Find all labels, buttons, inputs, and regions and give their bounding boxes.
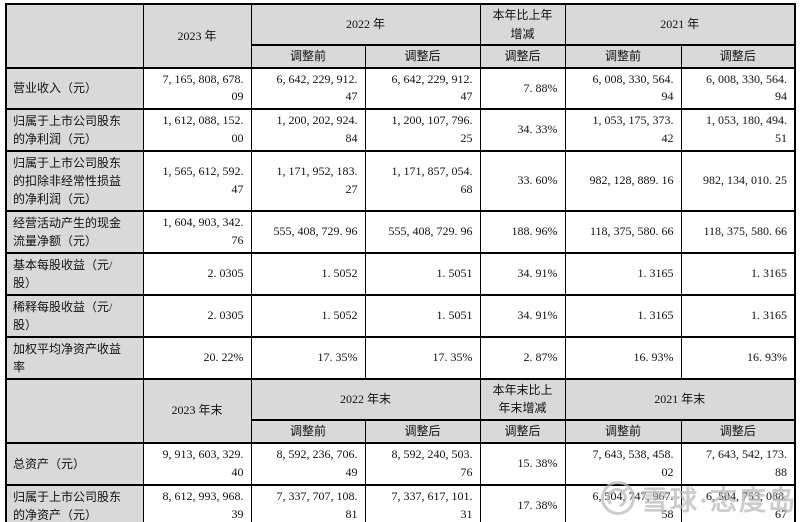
- operating-cash-flow-2022-post: 555, 408, 729. 96: [364, 209, 481, 254]
- basic-eps-2021-post: 1. 3165: [680, 251, 796, 296]
- diluted-eps-2021-post: 1. 3165: [680, 293, 796, 338]
- table-row: 归属于上市公司股东 的扣除非经常性损益 的净利润（元） 1, 565, 612,…: [5, 149, 796, 212]
- revenue-2022-pre: 6, 642, 229, 912. 47: [250, 66, 366, 110]
- col-header-2023-end: 2023 年末: [142, 377, 252, 444]
- deducted-net-profit-2021-pre: 982, 128, 889. 16: [564, 149, 682, 212]
- weighted-roe-2021-pre: 16. 93%: [564, 335, 682, 380]
- subheader-2022-post: 调整后: [364, 44, 481, 69]
- row-label-weighted-roe: 加权平均净资产收益 率: [5, 335, 144, 380]
- net-assets-2023: 8, 612, 993, 968. 39: [142, 483, 252, 522]
- diluted-eps-2021-pre: 1. 3165: [564, 293, 682, 338]
- table-row: 基本每股收益（元/ 股） 2. 0305 1. 5052 1. 5051 34.…: [5, 251, 796, 296]
- col-header-2021-end: 2021 年末: [564, 377, 796, 421]
- total-assets-2021-pre: 7, 643, 538, 458. 02: [564, 441, 682, 486]
- subheader-2022-end-post: 调整后: [364, 418, 481, 444]
- corner-cell: [5, 377, 144, 444]
- row-label-total-assets: 总资产（元）: [5, 441, 144, 486]
- row-label-diluted-eps: 稀释每股收益（元/ 股）: [5, 293, 144, 338]
- weighted-roe-2022-pre: 17. 35%: [250, 335, 366, 380]
- row-label-deducted-net-profit: 归属于上市公司股东 的扣除非经常性损益 的净利润（元）: [5, 149, 144, 212]
- row-label-operating-cash-flow: 经营活动产生的现金 流量净额（元）: [5, 209, 144, 254]
- net-assets-2021-pre: 6, 504, 747, 967. 58: [564, 483, 682, 522]
- revenue-2021-post: 6, 008, 330, 564. 94: [680, 66, 796, 110]
- col-header-yoy-change: 本年比上年 增减: [479, 2, 566, 47]
- col-header-2023: 2023 年: [142, 3, 252, 69]
- basic-eps-change: 34. 91%: [479, 251, 566, 296]
- operating-cash-flow-2021-pre: 118, 375, 580. 66: [564, 209, 682, 254]
- diluted-eps-2022-pre: 1. 5052: [250, 293, 366, 338]
- net-assets-2022-post: 7, 337, 617, 101. 31: [364, 483, 481, 522]
- net-profit-2022-pre: 1, 200, 202, 924. 84: [250, 107, 366, 152]
- net-profit-2021-pre: 1, 053, 175, 373. 42: [564, 107, 682, 152]
- corner-cell: [5, 3, 144, 69]
- basic-eps-2022-post: 1. 5051: [364, 251, 481, 296]
- weighted-roe-2023: 20. 22%: [142, 335, 252, 380]
- deducted-net-profit-2022-pre: 1, 171, 952, 183. 27: [250, 149, 366, 212]
- total-assets-2021-post: 7, 643, 542, 173. 88: [680, 441, 796, 486]
- table-row: 稀释每股收益（元/ 股） 2. 0305 1. 5052 1. 5051 34.…: [5, 293, 796, 338]
- net-profit-2022-post: 1, 200, 107, 796. 25: [364, 107, 481, 152]
- col-header-2022: 2022 年: [250, 2, 481, 47]
- revenue-2022-post: 6, 642, 229, 912. 47: [364, 66, 481, 110]
- weighted-roe-2022-post: 17. 35%: [364, 335, 481, 380]
- diluted-eps-2022-post: 1. 5051: [364, 293, 481, 338]
- row-label-net-assets: 归属于上市公司股东 的净资产（元）: [5, 483, 144, 522]
- revenue-change: 7. 88%: [479, 66, 566, 110]
- header-row-adjustment: 调整前 调整后 调整后 调整前 调整后: [6, 44, 796, 69]
- diluted-eps-change: 34. 91%: [479, 293, 566, 338]
- net-profit-change: 34. 33%: [479, 107, 566, 152]
- deducted-net-profit-change: 33. 60%: [479, 149, 566, 212]
- header-row-yearend: 2023 年末 2022 年末 本年末比上 年末增减 2021 年末: [5, 377, 796, 444]
- net-assets-2021-post: 6, 504, 753, 088. 67: [680, 483, 796, 522]
- total-assets-2022-post: 8, 592, 240, 503. 76: [364, 441, 481, 486]
- subheader-change-post: 调整后: [479, 44, 566, 69]
- subheader-2022-pre: 调整前: [250, 44, 366, 69]
- deducted-net-profit-2022-post: 1, 171, 857, 054. 68: [364, 149, 481, 212]
- weighted-roe-2021-post: 16. 93%: [680, 335, 796, 380]
- header-row-years: 2023 年 2022 年 本年比上年 增减 2021 年: [5, 2, 796, 69]
- subheader-2021-end-post: 调整后: [680, 418, 796, 444]
- revenue-2021-pre: 6, 008, 330, 564. 94: [564, 66, 682, 110]
- basic-eps-2022-pre: 1. 5052: [250, 251, 366, 296]
- net-profit-2021-post: 1, 053, 180, 494. 51: [680, 107, 796, 152]
- col-header-2021: 2021 年: [564, 2, 796, 47]
- table-row: 营业收入（元） 7, 165, 808, 678. 09 6, 642, 229…: [5, 66, 796, 110]
- deducted-net-profit-2023: 1, 565, 612, 592. 47: [142, 149, 252, 212]
- financial-summary-table: 2023 年 2022 年 本年比上年 增减 2021 年 调整前 调整后 调整…: [5, 2, 797, 522]
- total-assets-2022-pre: 8, 592, 236, 706. 49: [250, 441, 366, 486]
- row-label-revenue: 营业收入（元）: [5, 66, 144, 110]
- table-row: 经营活动产生的现金 流量净额（元） 1, 604, 903, 342. 76 5…: [5, 209, 796, 254]
- operating-cash-flow-2023: 1, 604, 903, 342. 76: [142, 209, 252, 254]
- net-assets-2022-pre: 7, 337, 707, 108. 81: [250, 483, 366, 522]
- row-label-net-profit: 归属于上市公司股东 的净利润（元）: [5, 107, 144, 152]
- subheader-2021-pre: 调整前: [564, 44, 682, 69]
- subheader-2021-post: 调整后: [680, 44, 796, 69]
- col-header-2022-end: 2022 年末: [250, 377, 481, 421]
- subheader-2022-end-pre: 调整前: [250, 418, 366, 444]
- deducted-net-profit-2021-post: 982, 134, 010. 25: [680, 149, 796, 212]
- total-assets-change: 15. 38%: [479, 441, 566, 486]
- subheader-2021-end-pre: 调整前: [564, 418, 682, 444]
- basic-eps-2021-pre: 1. 3165: [564, 251, 682, 296]
- table-row: 加权平均净资产收益 率 20. 22% 17. 35% 17. 35% 2. 8…: [5, 335, 796, 380]
- col-header-yearend-change: 本年末比上 年末增减: [479, 377, 566, 421]
- table-row: 归属于上市公司股东 的净资产（元） 8, 612, 993, 968. 39 7…: [5, 483, 796, 522]
- operating-cash-flow-2021-post: 118, 375, 580. 66: [680, 209, 796, 254]
- basic-eps-2023: 2. 0305: [142, 251, 252, 296]
- revenue-2023: 7, 165, 808, 678. 09: [142, 66, 252, 110]
- total-assets-2023: 9, 913, 603, 329. 40: [142, 441, 252, 486]
- subheader-end-change-post: 调整后: [479, 418, 566, 444]
- operating-cash-flow-2022-pre: 555, 408, 729. 96: [250, 209, 366, 254]
- row-label-basic-eps: 基本每股收益（元/ 股）: [5, 251, 144, 296]
- table-row: 总资产（元） 9, 913, 603, 329. 40 8, 592, 236,…: [5, 441, 796, 486]
- table-row: 归属于上市公司股东 的净利润（元） 1, 612, 088, 152. 00 1…: [5, 107, 796, 152]
- net-assets-change: 17. 38%: [479, 483, 566, 522]
- diluted-eps-2023: 2. 0305: [142, 293, 252, 338]
- weighted-roe-change: 2. 87%: [479, 335, 566, 380]
- net-profit-2023: 1, 612, 088, 152. 00: [142, 107, 252, 152]
- operating-cash-flow-change: 188. 96%: [479, 209, 566, 254]
